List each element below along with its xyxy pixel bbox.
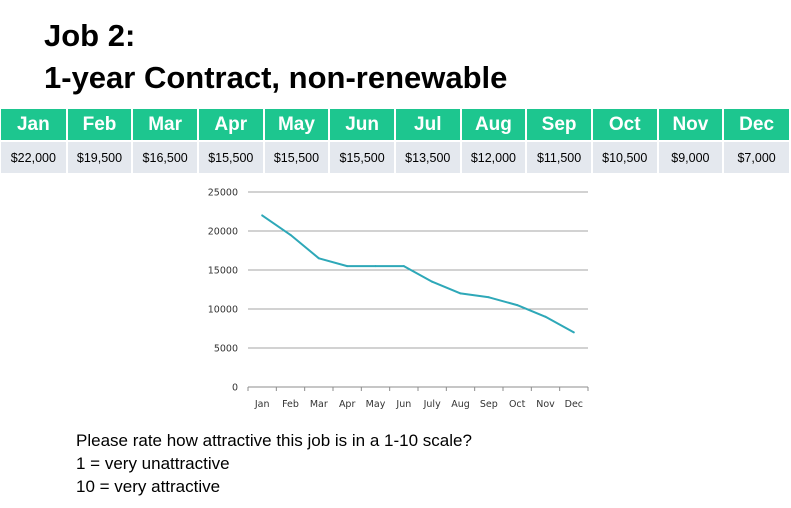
month-header: Nov <box>657 109 725 141</box>
salary-cell: $12,000 <box>460 140 528 173</box>
page-subtitle: 1-year Contract, non-renewable <box>44 60 508 95</box>
salary-row: $22,000 $19,500 $16,500 $15,500 $15,500 … <box>1 140 789 173</box>
month-header-row: Jan Feb Mar Apr May Jun Jul Aug Sep Oct … <box>1 109 789 141</box>
y-tick-label: 20000 <box>208 227 238 238</box>
month-header: Oct <box>591 109 659 141</box>
salary-cell: $15,500 <box>263 140 331 173</box>
salary-cell: $22,000 <box>1 140 68 173</box>
salary-cell: $19,500 <box>66 140 134 173</box>
y-tick-label: 0 <box>232 383 238 394</box>
data-point <box>431 280 434 283</box>
salary-cell: $15,500 <box>197 140 265 173</box>
x-tick-label: Aug <box>451 399 470 410</box>
x-tick-label: Sep <box>480 399 498 410</box>
month-header: Mar <box>132 109 199 141</box>
salary-cell: $16,500 <box>132 140 199 173</box>
data-point <box>572 331 575 334</box>
salary-cell: $11,500 <box>526 140 593 173</box>
data-point <box>402 265 405 268</box>
data-point <box>487 296 490 299</box>
data-point <box>346 265 349 268</box>
x-tick-label: May <box>366 399 386 410</box>
salary-table: Jan Feb Mar Apr May Jun Jul Aug Sep Oct … <box>1 109 789 173</box>
rating-scale-low: 1 = very unattractive <box>76 454 230 473</box>
data-point <box>317 257 320 260</box>
data-point <box>459 292 462 295</box>
month-header: Aug <box>460 109 528 141</box>
data-point <box>544 315 547 318</box>
series-line <box>261 214 575 334</box>
x-tick-label: Apr <box>339 399 356 410</box>
month-header: Jan <box>1 109 68 141</box>
x-tick-label: Oct <box>509 399 526 410</box>
month-header: Dec <box>723 109 789 141</box>
rating-scale-high: 10 = very attractive <box>76 477 221 496</box>
data-point <box>261 214 264 217</box>
y-tick-label: 15000 <box>208 266 238 277</box>
month-header: Feb <box>66 109 134 141</box>
salary-line-chart: 0 5000 10000 15000 20000 25000 Jan Feb Mar Apr May… <box>208 188 589 410</box>
x-tick-label: Dec <box>565 399 583 410</box>
month-header: Jul <box>394 109 462 141</box>
salary-cell: $15,500 <box>329 140 396 173</box>
x-tick-label: Nov <box>536 399 555 410</box>
month-header: May <box>263 109 331 141</box>
data-point <box>516 304 519 307</box>
salary-cell: $10,500 <box>591 140 659 173</box>
y-tick-label: 25000 <box>208 188 238 199</box>
y-tick-label: 5000 <box>214 344 238 355</box>
y-tick-label: 10000 <box>208 305 238 316</box>
page-title: Job 2: <box>44 18 136 53</box>
x-tick-label: Mar <box>310 399 328 410</box>
data-point <box>374 265 377 268</box>
salary-cell: $9,000 <box>657 140 725 173</box>
month-header: Sep <box>526 109 593 141</box>
x-tick-label: Feb <box>282 399 299 410</box>
x-tick-label: Jun <box>395 399 411 410</box>
month-header: Apr <box>197 109 265 141</box>
data-point <box>289 233 292 236</box>
x-tick-label: Jan <box>254 399 270 410</box>
salary-cell: $13,500 <box>394 140 462 173</box>
x-tick-label: July <box>423 399 441 410</box>
month-header: Jun <box>329 109 396 141</box>
salary-cell: $7,000 <box>723 140 789 173</box>
rating-question: Please rate how attractive this job is i… <box>76 431 472 450</box>
